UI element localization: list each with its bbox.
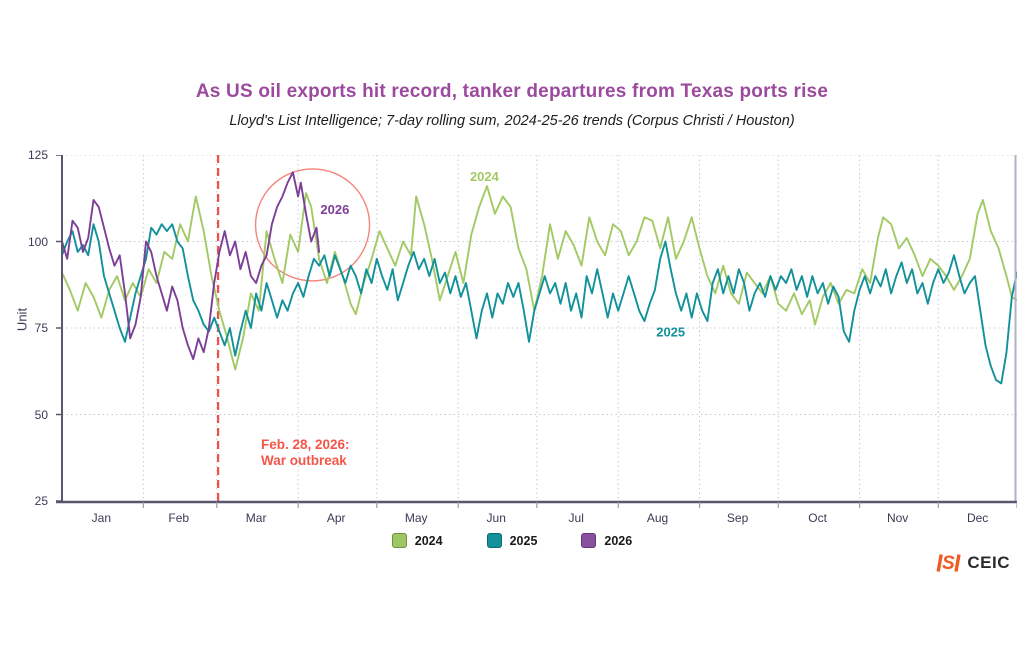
series-line-2025 <box>61 223 1017 385</box>
y-tick-label: 125 <box>27 148 48 162</box>
x-axis-label-aug: Aug <box>646 511 669 525</box>
legend-swatch-2024 <box>391 533 407 548</box>
x-axis-label-jul: Jul <box>568 511 584 525</box>
svg-text:S: S <box>942 553 955 574</box>
series-line-2024 <box>61 185 1017 371</box>
x-axis-label-jan: Jan <box>91 511 112 525</box>
x-axis-label-nov: Nov <box>886 511 909 525</box>
series-label-2024: 2024 <box>470 169 500 184</box>
chart-title: As US oil exports hit record, tanker dep… <box>195 81 829 102</box>
y-tick-label: 50 <box>34 407 48 422</box>
legend-swatch-2025 <box>486 533 502 548</box>
y-tick-label: 75 <box>34 321 48 335</box>
event-annotation: Feb. 28, 2026: War outbreak <box>261 437 350 469</box>
chart-legend: 2024 2025 2026 <box>0 533 1024 548</box>
event-annotation-line1: Feb. 28, 2026: <box>261 437 350 452</box>
legend-item-2024: 2024 <box>391 533 443 548</box>
legend-swatch-2026 <box>581 533 597 548</box>
x-axis-label-may: May <box>404 511 428 525</box>
ceic-logo: S CEIC <box>935 549 1010 577</box>
y-tick-label: 25 <box>34 494 48 508</box>
x-axis-label-feb: Feb <box>168 511 190 525</box>
legend-item-2026: 2026 <box>581 533 632 548</box>
legend-label: 2024 <box>414 533 443 548</box>
series-label-2025: 2025 <box>656 325 685 340</box>
series-label-2026: 2026 <box>320 202 349 217</box>
event-annotation-line2: War outbreak <box>261 453 347 468</box>
logo-text: CEIC <box>967 553 1010 572</box>
x-axis-label-apr: Apr <box>326 511 346 525</box>
legend-label: 2026 <box>604 533 633 548</box>
chart-subtitle: Lloyd's List Intelligence; 7-day rolling… <box>229 113 795 129</box>
x-axis-label-oct: Oct <box>808 511 827 525</box>
legend-item-2025: 2025 <box>486 533 538 548</box>
series-line-2026 <box>61 171 321 361</box>
y-tick-label: 100 <box>27 234 48 249</box>
line-chart-plot: 2024 2025 2026 <box>56 155 1017 508</box>
isi-logo-icon: S <box>936 553 962 574</box>
legend-label: 2025 <box>509 533 538 548</box>
x-axis-label-jun: Jun <box>486 511 506 525</box>
x-axis-label-sep: Sep <box>726 511 749 525</box>
x-axis-label-mar: Mar <box>245 511 267 525</box>
highlight-ellipse <box>254 168 371 282</box>
x-axis-label-dec: Dec <box>966 511 989 525</box>
